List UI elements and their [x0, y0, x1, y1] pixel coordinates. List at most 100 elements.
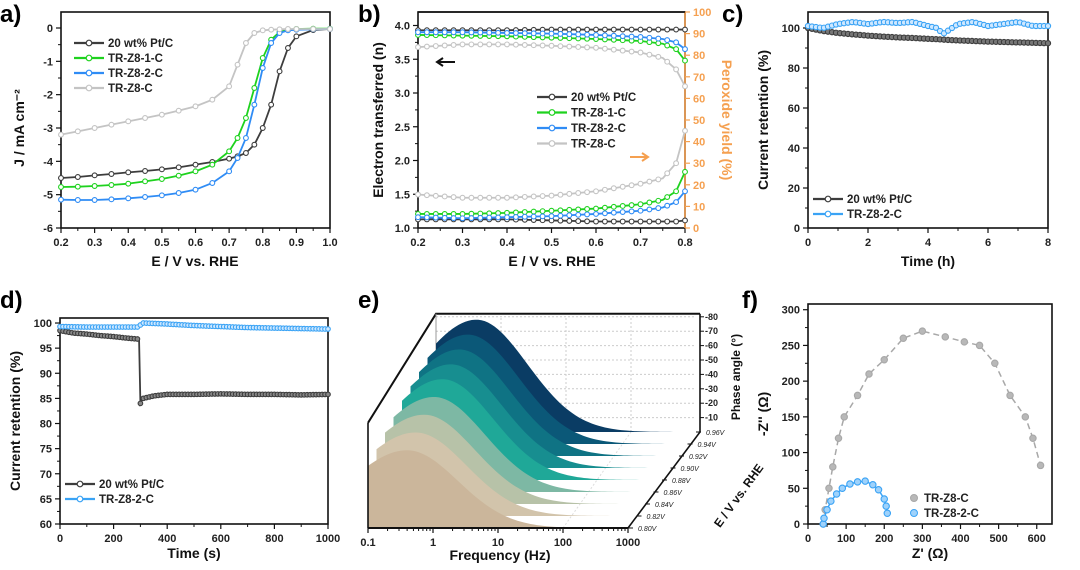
data-point: [619, 33, 626, 40]
series-TR-Z8-2-C: [58, 26, 333, 203]
y-tick-label: 80: [788, 63, 800, 75]
data-point: [664, 37, 671, 44]
data-point: [495, 41, 502, 48]
series-TR-Z8-2-C: [819, 477, 892, 528]
data-point: [74, 128, 81, 135]
data-point: [655, 53, 662, 60]
y-tick-label: 100: [782, 448, 800, 460]
x-tick-label: 1000: [316, 533, 340, 545]
y-tick-label: 85: [40, 393, 52, 405]
data-point: [825, 484, 833, 493]
data-point: [58, 175, 64, 181]
x-tick-label: 0.7: [221, 237, 236, 249]
data-point: [108, 196, 115, 203]
data-point: [832, 490, 841, 498]
data-point: [593, 188, 599, 195]
data-point: [74, 183, 81, 190]
legend-label: TR-Z8-2-C: [847, 209, 902, 221]
data-point: [441, 29, 448, 36]
data-point: [646, 199, 653, 206]
data-point: [673, 160, 680, 167]
data-point: [575, 26, 582, 33]
data-point: [869, 480, 877, 489]
x-tick-label: 200: [875, 533, 893, 545]
x-tick-label: 6: [985, 237, 991, 249]
data-point: [575, 206, 582, 213]
data-point: [1021, 413, 1030, 421]
data-point: [504, 194, 510, 201]
data-point: [637, 49, 644, 56]
series-20-wt-Pt-C: [57, 327, 331, 407]
data-point: [601, 204, 608, 211]
data-point: [242, 115, 249, 121]
data-point: [610, 218, 617, 225]
data-point: [566, 217, 573, 224]
x-tick-label: 400: [158, 533, 176, 545]
data-point: [530, 208, 537, 215]
data-point: [619, 209, 626, 215]
data-point: [432, 192, 439, 199]
y2-tick-label: 50: [693, 115, 705, 127]
y-tick-label: -3: [43, 123, 53, 135]
data-point: [1044, 22, 1052, 30]
y2-tick-label: 70: [693, 72, 705, 84]
panel-label: e): [358, 287, 379, 314]
y-axis-label: -Z'' (Ω): [755, 392, 771, 436]
data-point: [682, 46, 688, 53]
data-point: [259, 55, 266, 61]
potential-tick-label: 0.94V: [698, 442, 718, 449]
data-point: [242, 150, 249, 156]
data-point: [673, 188, 680, 195]
data-point: [664, 26, 671, 33]
x-tick-label: 800: [265, 533, 283, 545]
panel-label: a): [0, 1, 21, 28]
x-tick-label: 600: [1028, 533, 1046, 545]
legend-marker: [85, 54, 93, 62]
data-point: [846, 480, 854, 488]
data-point: [853, 391, 862, 400]
y-axis-label: Electron transferred (n): [370, 42, 386, 198]
data-point: [209, 161, 216, 168]
data-point: [327, 26, 333, 32]
data-point: [548, 213, 555, 220]
data-point: [530, 42, 537, 49]
electron-series-TR-Z8-2-C: [415, 29, 688, 53]
data-point: [285, 45, 291, 51]
x-tick-label: 0.3: [455, 237, 470, 249]
series-TR-Z8-C: [58, 26, 333, 138]
data-point: [486, 214, 493, 221]
data-point: [530, 30, 537, 37]
potential-tick-label: 0.84V: [655, 502, 675, 509]
data-point: [192, 186, 199, 193]
x-tick-label: 0.8: [255, 237, 270, 249]
data-point: [566, 212, 573, 219]
data-point: [450, 29, 457, 36]
y-tick-label: 75: [40, 444, 52, 456]
data-point: [823, 505, 831, 514]
potential-tick-label: 0.80V: [638, 526, 658, 533]
legend-marker: [910, 494, 918, 502]
legend-marker: [548, 140, 556, 147]
data-point: [664, 42, 671, 49]
data-point: [175, 172, 182, 179]
data-point: [610, 185, 617, 192]
data-point: [557, 217, 564, 224]
data-point: [601, 45, 608, 52]
phase-layer-0.80V: [368, 450, 628, 528]
data-point: [91, 125, 98, 131]
data-point: [575, 211, 582, 218]
data-point: [158, 176, 165, 182]
peroxide-series-TR-Z8-1-C: [415, 168, 688, 217]
electron-series-TR-Z8-C: [415, 41, 688, 90]
data-point: [521, 213, 528, 220]
x-tick-label: 0.7: [633, 237, 648, 249]
data-point: [432, 43, 439, 49]
legend: 20 wt% Pt/C TR-Z8-2-C: [65, 479, 164, 506]
series-TR-Z8-2-C: [57, 320, 331, 332]
data-point: [91, 172, 98, 179]
data-point: [882, 502, 890, 510]
data-point: [601, 186, 608, 193]
x-tick-label: 4: [925, 237, 932, 249]
data-point: [459, 41, 466, 48]
data-point: [415, 191, 421, 198]
